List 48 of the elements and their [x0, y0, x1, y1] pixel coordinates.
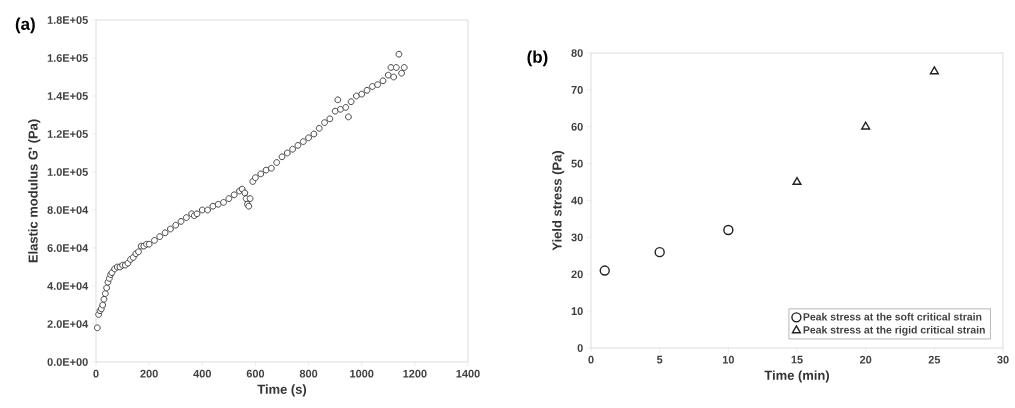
y-tick-label: 20: [571, 270, 583, 279]
chart-title: (a): [15, 17, 35, 34]
x-tick-label: 20: [859, 355, 872, 364]
x-tick-label: 15: [791, 355, 803, 364]
y-tick-label: 8.0E+04: [47, 206, 89, 214]
x-tick-label: 10: [722, 355, 734, 364]
y-tick-label: 50: [571, 159, 583, 168]
y-tick-label: 0: [577, 344, 583, 352]
x-tick-label: 1200: [403, 369, 427, 378]
y-tick-label: 1.0E+05: [47, 168, 88, 176]
y-axis-title: Yield stress (Pa): [552, 151, 565, 251]
point: [723, 224, 734, 236]
x-tick-label: 600: [246, 369, 265, 378]
y-tick-label: 30: [571, 233, 583, 242]
x-tick-label: 200: [140, 369, 158, 378]
x-tick-label: 5: [656, 355, 663, 364]
y-tick-label: 70: [571, 86, 583, 94]
y-tick-label: 1.6E+05: [47, 54, 88, 62]
y-tick-label: 4.0E+04: [47, 282, 89, 290]
y-tick-label: 2.0E+04: [47, 320, 89, 328]
y-tick-label: 0.0E+00: [47, 358, 88, 366]
point: [929, 66, 939, 75]
y-tick-label: 1.8E+05: [47, 16, 88, 24]
y-tick-label: 1.4E+05: [47, 92, 88, 100]
x-tick-label: 0: [93, 369, 99, 378]
point: [599, 265, 610, 276]
y-tick-label: 60: [571, 122, 583, 131]
legend-label: Peak stress at the soft critical strain: [803, 312, 982, 321]
x-tick-label: 0: [588, 355, 594, 364]
y-axis-title: Elastic modulus G' (Pa): [28, 119, 41, 263]
x-tick-label: 1000: [350, 369, 374, 378]
y-tick-label: 80: [571, 49, 583, 57]
x-tick-label: 400: [193, 369, 211, 378]
legend-label: Peak stress at the rigid critical strain: [803, 325, 985, 336]
y-tick-label: 6.0E+04: [47, 244, 89, 252]
x-tick-label: 25: [928, 355, 941, 364]
point: [861, 121, 871, 130]
y-tick-label: 40: [571, 196, 583, 205]
chart-title: (b): [527, 50, 548, 67]
x-axis-title: Time (s): [257, 384, 307, 397]
x-tick-label: 30: [997, 355, 1009, 364]
y-tick-label: 1.2E+05: [47, 130, 88, 138]
x-axis-title: Time (min): [764, 370, 829, 383]
x-tick-label: 1400: [456, 369, 480, 378]
point: [654, 246, 665, 258]
point: [792, 176, 802, 186]
y-tick-label: 10: [571, 307, 583, 316]
x-tick-label: 800: [299, 369, 318, 378]
